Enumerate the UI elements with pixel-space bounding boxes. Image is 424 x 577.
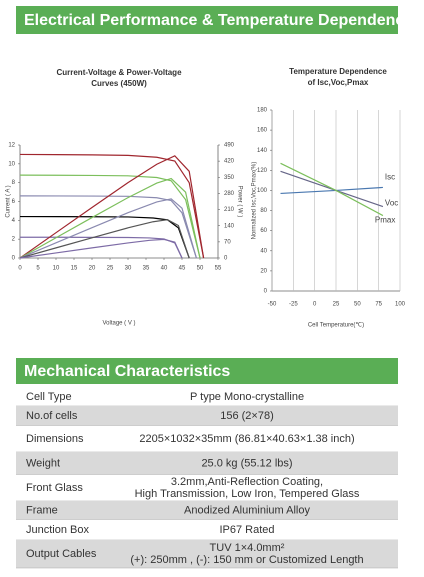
chart-title: of Isc,Voc,Pmax — [308, 78, 369, 87]
row-value: TUV 1×4.0mm² — [210, 542, 285, 554]
y2-tick-label: 210 — [224, 207, 235, 213]
table-row — [16, 540, 398, 568]
table-row — [16, 406, 398, 426]
y-tick-label: 2 — [12, 237, 16, 243]
x-tick-label: 25 — [333, 302, 340, 308]
series-line — [19, 215, 190, 259]
row-value: IP67 Rated — [219, 524, 274, 536]
x-tick-label: -50 — [268, 302, 277, 308]
x-tick-label: 0 — [313, 302, 317, 308]
row-value: 25.0 kg (55.12 lbs) — [201, 457, 292, 469]
x-tick-label: -25 — [289, 302, 298, 308]
section-title: Mechanical Characteristics — [24, 363, 230, 380]
x-axis-label: Voltage ( V ) — [102, 321, 135, 327]
series-line — [19, 155, 205, 259]
series-line — [19, 174, 201, 259]
chart-title: Temperature Dependence — [289, 67, 387, 76]
y-tick-label: 80 — [260, 208, 267, 214]
series-label: Isc — [385, 173, 395, 182]
y2-tick-label: 0 — [224, 256, 228, 262]
x-tick-label: 35 — [143, 266, 150, 272]
series-label: Pmax — [375, 216, 395, 225]
y-tick-label: 60 — [260, 228, 267, 234]
row-label: Dimensions — [26, 433, 84, 445]
y-tick-label: 12 — [8, 143, 15, 149]
banner — [16, 6, 398, 34]
x-tick-label: 10 — [53, 266, 60, 272]
series-label: Voc — [385, 199, 398, 208]
row-value: Anodized Aluminium Alloy — [184, 504, 310, 516]
x-tick-label: 50 — [197, 266, 204, 272]
y-tick-label: 140 — [257, 148, 268, 154]
y-tick-label: 160 — [257, 128, 268, 134]
table-row — [16, 520, 398, 540]
series-line — [19, 153, 205, 259]
table-row — [16, 475, 398, 501]
row-value: P type Mono-crystalline — [190, 391, 304, 403]
row-value: 2205×1032×35mm (86.81×40.63×1.38 inch) — [139, 433, 354, 445]
x-tick-label: 50 — [354, 302, 361, 308]
row-label: Cell Type — [26, 391, 72, 403]
y-tick-label: 4 — [12, 218, 16, 224]
table-row — [16, 501, 398, 520]
row-label: Frame — [26, 504, 58, 516]
y-tick-label: 10 — [8, 161, 15, 167]
chart-title: Current-Voltage & Power-Voltage — [56, 68, 182, 77]
y2-tick-label: 280 — [224, 191, 235, 197]
banner — [16, 358, 398, 384]
y-axis-label: Normalized Isc,Voc,Pmax(%) — [252, 162, 258, 240]
y2-axis-label: Power ( W ) — [236, 186, 242, 218]
y-tick-label: 6 — [12, 199, 16, 205]
y-tick-label: 120 — [257, 168, 268, 174]
row-label: Weight — [26, 457, 60, 469]
x-tick-label: 30 — [125, 266, 132, 272]
y2-tick-label: 350 — [224, 175, 235, 181]
x-tick-label: 5 — [36, 266, 40, 272]
y-tick-label: 100 — [257, 188, 268, 194]
row-value: High Transmission, Low Iron, Tempered Gl… — [135, 488, 360, 500]
section-title: Electrical Performance & Temperature Dep… — [24, 12, 413, 29]
y-tick-label: 0 — [12, 256, 16, 262]
x-tick-label: 100 — [395, 302, 406, 308]
x-tick-label: 40 — [161, 266, 168, 272]
y-tick-label: 0 — [264, 289, 268, 295]
x-tick-label: 75 — [375, 302, 382, 308]
table-row — [16, 388, 398, 406]
row-label: Front Glass — [26, 482, 83, 494]
x-tick-label: 25 — [107, 266, 114, 272]
table-row — [16, 426, 398, 452]
series-line — [19, 195, 197, 259]
series-line — [19, 219, 190, 259]
series-line — [280, 162, 384, 217]
row-label: Junction Box — [26, 524, 89, 536]
x-tick-label: 15 — [71, 266, 78, 272]
y-tick-label: 20 — [260, 268, 267, 274]
row-label: No.of cells — [26, 410, 78, 422]
y-tick-label: 40 — [260, 248, 267, 254]
x-tick-label: 55 — [215, 266, 222, 272]
table-row — [16, 452, 398, 475]
x-axis-label: Cell Temperature(℃) — [308, 323, 364, 329]
y2-tick-label: 140 — [224, 223, 235, 229]
y2-tick-label: 490 — [224, 143, 235, 149]
y-axis-label: Current ( A ) — [6, 185, 12, 217]
x-tick-label: 20 — [89, 266, 96, 272]
y-tick-label: 8 — [12, 180, 16, 186]
series-line — [19, 177, 201, 259]
y-tick-label: 180 — [257, 108, 268, 114]
x-tick-label: 45 — [179, 266, 186, 272]
chart-title: Curves (450W) — [91, 79, 147, 88]
y2-tick-label: 420 — [224, 159, 235, 165]
series-line — [19, 238, 183, 259]
series-line — [19, 198, 197, 259]
row-value: (+): 250mm , (-): 150 mm or Customized L… — [130, 554, 363, 566]
row-value: 3.2mm,Anti-Reflection Coating, — [171, 476, 323, 488]
row-label: Output Cables — [26, 548, 97, 560]
y2-tick-label: 70 — [224, 239, 231, 245]
x-tick-label: 0 — [18, 266, 22, 272]
row-value: 156 (2×78) — [220, 410, 274, 422]
